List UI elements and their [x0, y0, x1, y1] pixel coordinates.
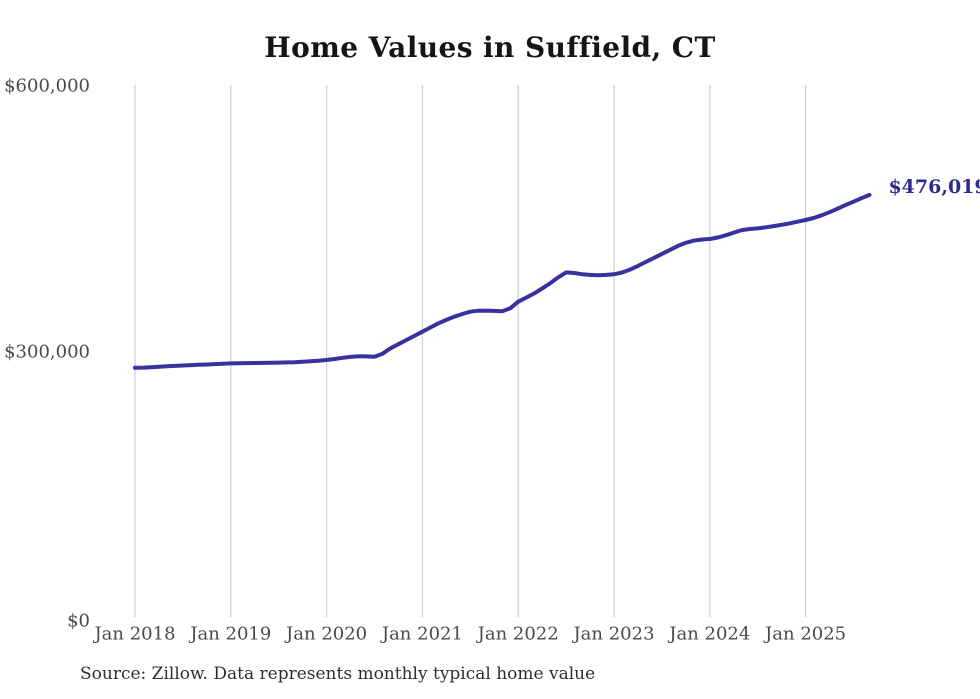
latest-value-label: $476,019 — [888, 175, 980, 198]
y-tick-label: $600,000 — [4, 75, 90, 97]
x-tick-label: Jan 2023 — [573, 623, 655, 645]
x-tick-label: Jan 2021 — [381, 623, 463, 645]
y-tick-label: $300,000 — [4, 341, 90, 363]
chart-title: Home Values in Suffield, CT — [264, 31, 716, 64]
x-tick-label: Jan 2024 — [669, 623, 751, 645]
x-tick-label: Jan 2020 — [286, 623, 368, 645]
x-tick-label: Jan 2018 — [94, 623, 176, 645]
source-note: Source: Zillow. Data represents monthly … — [80, 664, 596, 684]
x-tick-label: Jan 2022 — [477, 623, 559, 645]
y-tick-label: $0 — [67, 610, 90, 632]
x-tick-label: Jan 2025 — [765, 623, 847, 645]
x-tick-label: Jan 2019 — [190, 623, 272, 645]
vertical-gridlines — [134, 85, 807, 617]
home-value-line — [133, 192, 872, 370]
